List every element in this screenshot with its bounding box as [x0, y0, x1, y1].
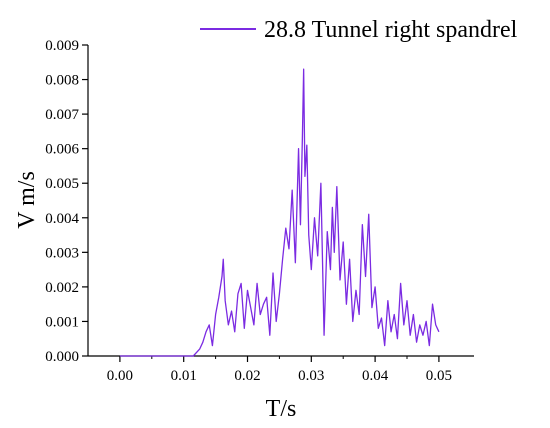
y-tick-label: 0.001: [45, 314, 79, 330]
legend-label: 28.8 Tunnel right spandrel: [264, 17, 518, 43]
y-tick-label: 0.005: [45, 176, 79, 192]
x-tick-label: 0.03: [298, 368, 324, 384]
x-tick-label: 0.02: [234, 368, 260, 384]
x-tick-label: 0.01: [171, 368, 197, 384]
y-tick-label: 0.008: [45, 73, 79, 89]
series-line-tunnel-right-spandrel: [119, 68, 440, 357]
plot-area: [119, 68, 440, 357]
y-tick-label: 0.004: [45, 211, 79, 227]
y-tick-label: 0.002: [45, 280, 79, 296]
y-tick-label: 0.000: [45, 349, 79, 365]
y-tick-label: 0.006: [45, 142, 79, 158]
y-tick-label: 0.007: [45, 107, 79, 123]
x-tick-label: 0.00: [107, 368, 133, 384]
x-tick-label: 0.04: [362, 368, 389, 384]
legend: 28.8 Tunnel right spandrel: [200, 17, 518, 43]
y-tick-label: 0.009: [45, 38, 79, 54]
axes: 0.00 0.01 0.02 0.03 0.04 0.05 0.000 0.001 0.002 0…: [45, 38, 474, 384]
x-tick-label: 0.05: [426, 368, 452, 384]
y-tick-label: 0.003: [45, 245, 79, 261]
x-axis-title: T/s: [266, 396, 297, 422]
y-axis-title: V m/s: [14, 171, 40, 229]
